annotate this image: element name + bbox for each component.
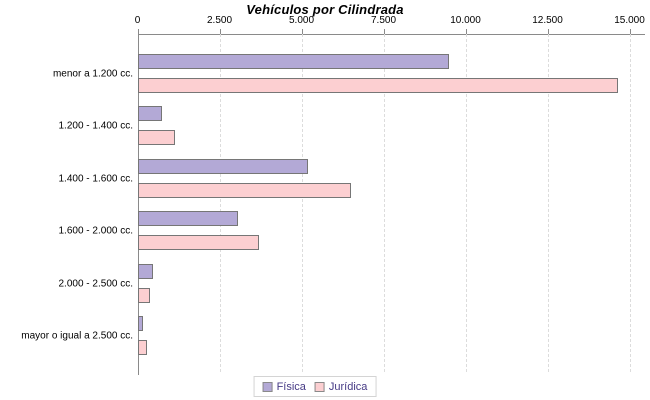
bar-fisica — [137, 106, 163, 122]
y-axis-label: 1.200 - 1.400 cc. — [58, 120, 134, 132]
gridline — [465, 34, 467, 372]
gridline — [547, 34, 549, 372]
bar-juridica — [137, 182, 351, 198]
x-axis-tick — [547, 29, 549, 34]
legend-label-fisica: Física — [276, 380, 306, 393]
x-axis-line — [137, 34, 645, 35]
chart-title: Vehículos por Cilindrada — [246, 2, 404, 17]
x-axis-tick-label: 5.000 — [288, 15, 315, 26]
legend-label-juridica: Jurídica — [328, 380, 368, 393]
gridline — [629, 34, 631, 372]
bar-fisica — [137, 53, 450, 69]
y-axis-label: menor a 1.200 cc. — [52, 68, 133, 79]
x-axis-tick-label: 12.500 — [532, 15, 563, 26]
fisica-swatch-icon — [262, 381, 273, 392]
y-axis-label: 1.600 - 2.000 cc. — [58, 225, 134, 237]
bar-juridica — [137, 235, 259, 251]
x-axis-tick — [137, 29, 139, 34]
legend: Física Jurídica — [253, 376, 377, 397]
bar-juridica — [137, 287, 150, 303]
legend-item-juridica: Jurídica — [314, 380, 368, 393]
x-axis-tick-label: 15.000 — [614, 15, 645, 26]
x-axis-tick — [629, 29, 631, 34]
y-axis-label: 2.000 - 2.500 cc. — [58, 278, 134, 290]
gridline — [219, 34, 221, 372]
y-axis-label: mayor o igual a 2.500 cc. — [21, 330, 133, 342]
bar-juridica — [137, 130, 176, 146]
bar-fisica — [137, 211, 238, 227]
bar-fisica — [137, 316, 144, 332]
gridline — [301, 34, 303, 372]
x-axis-tick — [465, 29, 467, 34]
bar-fisica — [137, 158, 309, 174]
bar-fisica — [137, 263, 154, 279]
bar-juridica — [137, 340, 148, 356]
x-axis-tick-label: 0 — [134, 15, 141, 26]
legend-item-fisica: Física — [262, 380, 306, 393]
x-axis-tick-label: 2.500 — [206, 15, 233, 26]
x-axis-tick-label: 7.500 — [370, 15, 397, 26]
y-axis-line — [137, 34, 139, 375]
juridica-swatch-icon — [314, 381, 325, 392]
y-axis-label: 1.400 - 1.600 cc. — [58, 173, 134, 185]
bar-juridica — [137, 77, 619, 93]
x-axis-tick — [219, 29, 221, 34]
x-axis-tick — [301, 29, 303, 34]
gridline — [383, 34, 385, 372]
x-axis-tick — [383, 29, 385, 34]
x-axis-tick-label: 10.000 — [450, 15, 481, 26]
